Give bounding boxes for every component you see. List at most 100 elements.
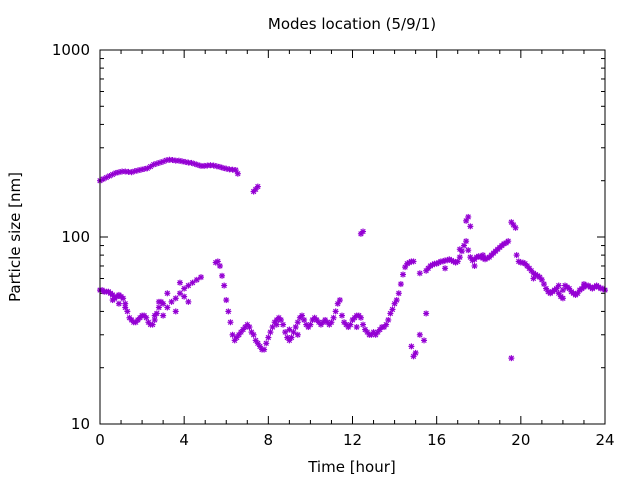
data-point: [389, 306, 396, 313]
data-point: [234, 170, 241, 177]
data-point: [214, 258, 221, 265]
data-point: [225, 308, 232, 315]
data-point: [385, 316, 392, 323]
data-point: [357, 314, 364, 321]
data-point: [330, 314, 337, 321]
data-point: [471, 262, 478, 269]
data-point: [543, 285, 550, 292]
data-point: [360, 321, 367, 328]
data-point: [254, 340, 261, 347]
x-tick-label: 20: [511, 431, 530, 449]
data-point: [416, 331, 423, 338]
data-point: [555, 282, 562, 289]
data-point: [410, 258, 417, 265]
data-point: [412, 349, 419, 356]
y-tick-label: 10: [71, 415, 90, 433]
data-point: [465, 213, 472, 220]
data-point: [160, 312, 167, 319]
data-point: [360, 228, 367, 235]
data-point: [263, 340, 270, 347]
data-point: [463, 238, 470, 245]
data-point: [292, 324, 299, 331]
data-point: [280, 321, 287, 328]
data-point: [115, 300, 122, 307]
data-point: [540, 281, 547, 288]
data-point: [408, 343, 415, 350]
data-point: [383, 321, 390, 328]
x-tick-label: 24: [595, 431, 614, 449]
data-point: [254, 183, 261, 190]
data-point: [328, 319, 335, 326]
data-point: [553, 285, 560, 292]
data-point: [301, 316, 308, 323]
data-point: [574, 290, 581, 297]
data-point: [391, 300, 398, 307]
data-point: [530, 275, 537, 282]
data-point: [109, 297, 116, 304]
data-point: [435, 259, 442, 266]
data-point: [181, 285, 188, 292]
chart-title: Modes location (5/9/1): [268, 15, 436, 33]
data-point: [261, 346, 268, 353]
data-point: [216, 262, 223, 269]
data-point: [307, 321, 314, 328]
data-point: [265, 334, 272, 341]
data-point: [508, 355, 515, 362]
data-point: [185, 298, 192, 305]
data-point: [151, 316, 158, 323]
data-point: [181, 293, 188, 300]
data-point: [393, 297, 400, 304]
x-tick-label: 12: [343, 431, 362, 449]
data-points: [97, 156, 608, 362]
data-point: [164, 304, 171, 311]
data-point: [168, 298, 175, 305]
x-tick-label: 0: [95, 431, 105, 449]
data-point: [185, 282, 192, 289]
data-point: [282, 329, 289, 336]
data-point: [294, 319, 301, 326]
data-point: [332, 308, 339, 315]
data-point: [288, 334, 295, 341]
data-point: [221, 282, 228, 289]
data-point: [347, 321, 354, 328]
data-point: [465, 247, 472, 254]
data-point: [193, 276, 200, 283]
tick-labels: 0 4 8 12 16 20 24 10 100 1000: [52, 41, 615, 449]
data-point: [160, 300, 167, 307]
data-point: [250, 331, 257, 338]
data-point: [423, 310, 430, 317]
data-point: [334, 300, 341, 307]
plot-frame: [99, 49, 606, 425]
data-point: [456, 254, 463, 261]
data-point: [122, 304, 129, 311]
x-tick-label: 4: [179, 431, 189, 449]
data-point: [479, 252, 486, 259]
data-point: [513, 252, 520, 259]
data-point: [456, 246, 463, 253]
data-point: [580, 281, 587, 288]
data-point: [172, 295, 179, 302]
data-point: [400, 271, 406, 278]
data-point: [229, 331, 236, 338]
data-point: [559, 287, 566, 294]
axis-ticks: [99, 49, 606, 425]
data-point: [155, 304, 162, 311]
data-point: [512, 224, 519, 231]
data-point: [294, 331, 301, 338]
data-point: [397, 281, 404, 288]
data-point: [269, 324, 276, 331]
data-point: [143, 314, 150, 321]
data-point: [336, 297, 343, 304]
data-point: [120, 295, 127, 302]
data-point: [290, 329, 297, 336]
data-point: [256, 343, 263, 350]
data-point: [189, 279, 196, 286]
data-point: [219, 272, 226, 279]
data-point: [227, 319, 234, 326]
data-point: [267, 329, 274, 336]
data-point: [353, 324, 360, 331]
data-point: [149, 321, 156, 328]
data-point: [223, 297, 230, 304]
y-tick-label: 100: [61, 228, 90, 246]
